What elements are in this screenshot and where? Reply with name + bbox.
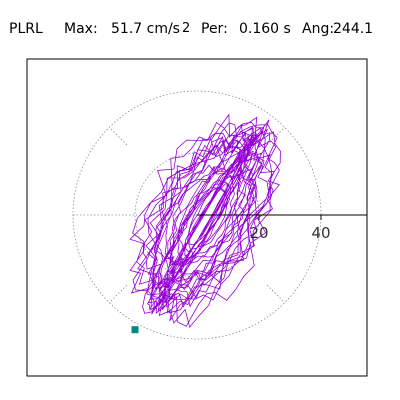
plot-header: PLRL Max: 51.7 cm/s 2 Per: 0.160 s Ang: … [0,0,400,46]
polar-spoke-45 [266,127,285,146]
start-marker [131,326,139,334]
polar-spoke-225 [109,284,128,303]
max-unit-exponent: 2 [182,21,191,36]
ring-label-40: 40 [311,224,330,242]
station-code: PLRL [9,21,43,37]
particle-motion-trace [129,113,281,329]
angle-label: Ang: [302,21,335,37]
max-label: Max: [64,21,98,37]
max-value: 51.7 cm/s [111,21,180,37]
polar-spoke-315 [266,284,285,303]
plot-frame [26,58,368,377]
period-label: Per: [201,21,228,37]
period-value: 0.160 s [239,21,291,37]
polar-spoke-135 [109,127,128,146]
ring-label-20: 20 [249,224,268,242]
angle-value: 244.1 [333,21,374,37]
start-marker-group [131,326,139,334]
motion-trace [129,113,281,329]
origin-axis: 20 40 [197,214,367,242]
